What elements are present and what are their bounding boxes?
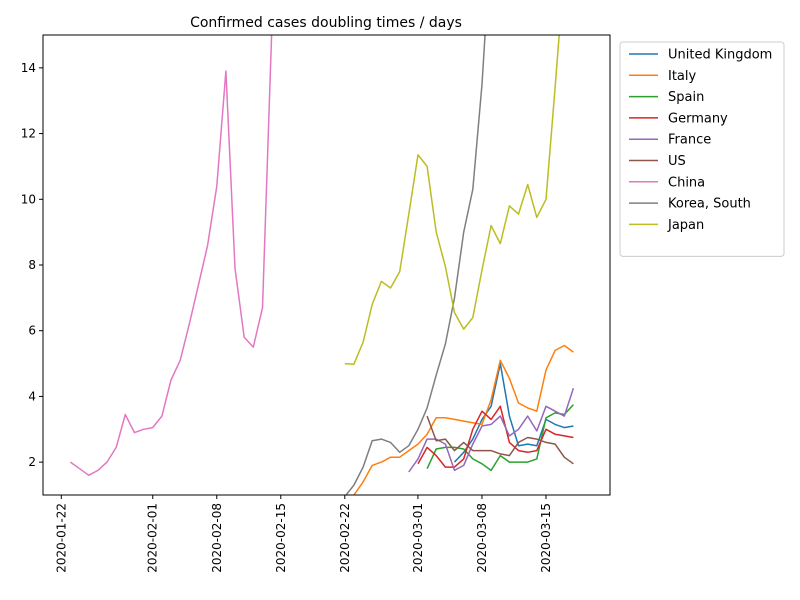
- legend-label-7: Korea, South: [668, 197, 751, 212]
- legend-label-3: Germany: [668, 111, 728, 126]
- series-line-7: [345, 35, 486, 495]
- y-tick-label-5: 12: [21, 127, 36, 141]
- x-tick-label-4: 2020-02-22: [338, 503, 352, 573]
- y-tick-label-1: 4: [28, 389, 36, 403]
- series-line-5: [426, 415, 574, 465]
- plot-frame: [42, 34, 611, 496]
- x-tick-label-6: 2020-03-08: [475, 503, 489, 573]
- x-tick-label-5: 2020-03-01: [411, 503, 425, 573]
- legend-label-1: Italy: [668, 69, 697, 84]
- legend-label-0: United Kingdom: [668, 48, 772, 63]
- legend-label-4: France: [668, 133, 711, 148]
- plot-area: [69, 35, 575, 495]
- series-line-0: [453, 362, 574, 463]
- legend-label-8: Japan: [667, 218, 704, 233]
- series-line-1: [353, 344, 574, 495]
- legend-box: [619, 41, 785, 257]
- series-line-6: [69, 35, 273, 477]
- y-tick-label-6: 14: [21, 61, 36, 75]
- y-tick-label-0: 2: [28, 455, 36, 469]
- x-tick-label-1: 2020-02-01: [146, 503, 160, 573]
- x-tick-label-3: 2020-02-15: [274, 503, 288, 573]
- chart-title: Confirmed cases doubling times / days: [190, 15, 462, 31]
- y-tick-label-2: 6: [28, 324, 36, 338]
- x-tick-label-0: 2020-01-22: [54, 503, 68, 573]
- x-axis: 2020-01-22 2020-02-01 2020-02-08 2020-02-15…: [54, 495, 553, 573]
- legend-label-5: US: [668, 154, 686, 169]
- legend: United Kingdom Italy Spain Germany France US C…: [619, 41, 785, 257]
- series-line-8: [344, 35, 560, 365]
- y-axis: 2 4 6 8 10 12 14: [21, 61, 43, 469]
- legend-label-2: Spain: [668, 90, 704, 105]
- x-tick-label-7: 2020-03-15: [539, 503, 553, 573]
- y-tick-label-3: 8: [28, 258, 36, 272]
- x-tick-label-2: 2020-02-08: [210, 503, 224, 573]
- series-line-3: [417, 405, 574, 468]
- series-line-2: [426, 404, 574, 472]
- y-tick-label-4: 10: [21, 192, 36, 206]
- legend-label-6: China: [668, 175, 705, 190]
